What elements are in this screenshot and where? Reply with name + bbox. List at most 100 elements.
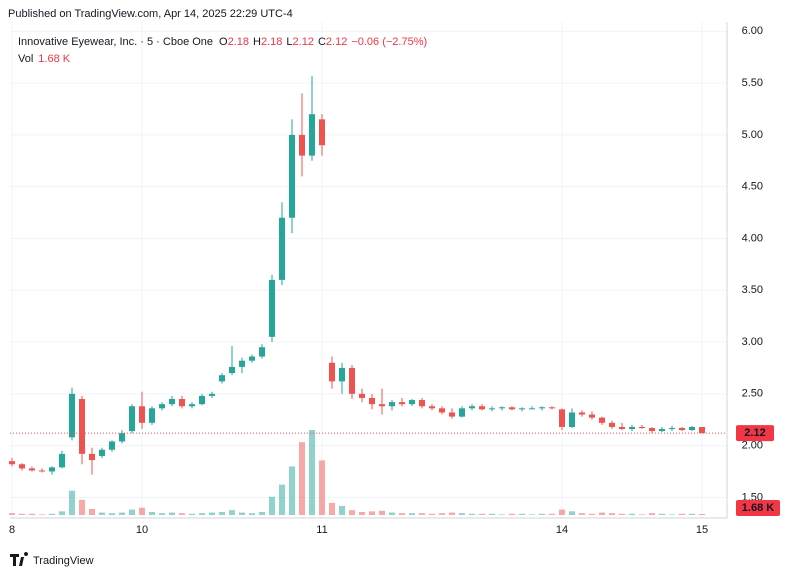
volume-bar	[399, 513, 405, 515]
volume-bar	[259, 511, 265, 515]
l-label: L	[286, 36, 292, 48]
candle-body	[659, 429, 665, 432]
candle-body	[439, 408, 445, 413]
candle-body	[319, 119, 325, 146]
candle-body	[29, 468, 35, 471]
y-tick-label: 3.50	[742, 284, 763, 296]
x-tick-label: 8	[9, 524, 15, 536]
volume-bar	[499, 514, 505, 515]
candle-body	[389, 402, 395, 407]
candle-body	[289, 134, 295, 218]
candle-body	[339, 367, 345, 382]
candle-body	[609, 422, 615, 427]
volume-bar	[689, 513, 695, 515]
candle-body	[639, 426, 645, 428]
volume-bar	[659, 513, 665, 515]
volume-bar	[489, 513, 495, 515]
candle-body	[279, 217, 285, 280]
volume-bar	[519, 513, 525, 515]
candle-body	[669, 428, 675, 430]
candle-body	[649, 428, 655, 432]
volume-bar	[509, 513, 515, 515]
legend-line: Innovative Eyewear, Inc. · 5 · Cboe One O…	[18, 36, 427, 48]
candle-body	[119, 433, 125, 442]
candle-body	[429, 406, 435, 409]
volume-bar	[29, 513, 35, 515]
candle-body	[189, 404, 195, 407]
c-label: C	[318, 36, 326, 48]
volume-bar	[279, 484, 285, 515]
volume-bar	[439, 513, 445, 515]
candle-body	[489, 408, 495, 410]
volume-bar	[549, 513, 555, 515]
candle-body	[239, 360, 245, 367]
volume-tag: 1.68 K	[742, 502, 774, 514]
candle-body	[549, 407, 555, 409]
volume-bar	[349, 510, 355, 515]
volume-bar	[149, 511, 155, 515]
candle-body	[399, 402, 405, 405]
volume-bar	[669, 514, 675, 515]
volume-bar	[289, 466, 295, 515]
volume-bar	[249, 513, 255, 515]
volume-bar	[229, 510, 235, 515]
volume-bar	[69, 490, 75, 515]
volume-bar	[209, 512, 215, 515]
volume-bar	[459, 513, 465, 515]
symbol: Innovative Eyewear, Inc. · 5 · Cboe One	[18, 36, 213, 48]
h-value: 2.18	[261, 36, 282, 48]
brand: TradingView	[10, 552, 94, 567]
candle-body	[329, 362, 335, 382]
volume-bar	[449, 512, 455, 515]
candle-body	[579, 412, 585, 415]
c-value: 2.12	[326, 36, 347, 48]
volume-bar	[599, 512, 605, 515]
candle-body	[79, 399, 85, 454]
volume-bar	[559, 509, 565, 515]
vol-line: Vol 1.68 K	[18, 53, 71, 65]
volume-bar	[199, 513, 205, 515]
volume-bar	[269, 496, 275, 515]
volume-bar	[589, 513, 595, 515]
candle-body	[699, 426, 705, 434]
candle-body	[159, 404, 165, 409]
volume-bar	[119, 512, 125, 515]
candle-body	[569, 412, 575, 427]
y-tick-label: 5.00	[742, 129, 763, 141]
candle-body	[349, 367, 355, 394]
volume-bar	[469, 513, 475, 515]
candle-body	[209, 393, 215, 396]
candle-body	[69, 393, 75, 438]
volume-bar	[619, 513, 625, 515]
volume-bar	[639, 514, 645, 515]
volume-bar	[629, 513, 635, 515]
o-value: 2.18	[228, 36, 249, 48]
y-tick-label: 4.50	[742, 181, 763, 193]
volume-bar	[539, 513, 545, 515]
volume-bar	[99, 512, 105, 515]
candle-body	[39, 470, 45, 472]
volume-bar	[359, 511, 365, 515]
volume-bar	[139, 507, 145, 515]
volume-bar	[9, 513, 15, 515]
volume-bar	[49, 513, 55, 515]
candle-body	[89, 453, 95, 461]
volume-bar	[79, 499, 85, 515]
candle-body	[49, 467, 55, 472]
volume-bar	[579, 513, 585, 515]
candle-body	[369, 397, 375, 405]
candle-body	[539, 407, 545, 409]
candle-body	[379, 404, 385, 407]
candle-body	[619, 426, 625, 430]
candle-body	[309, 114, 315, 156]
volume-bar	[129, 509, 135, 515]
volume-bar	[609, 513, 615, 515]
candle-body	[589, 414, 595, 418]
volume-bar	[89, 508, 95, 515]
volume-bar	[329, 502, 335, 515]
volume-bar	[429, 513, 435, 515]
candle-body	[689, 426, 695, 431]
volume-bar	[39, 514, 45, 515]
candle-body	[529, 408, 535, 410]
volume-bar	[699, 513, 705, 515]
